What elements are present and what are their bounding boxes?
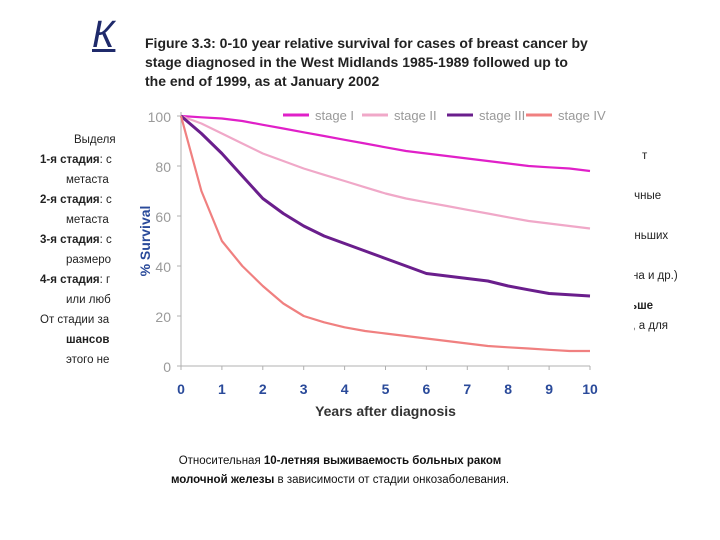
figure-caption: Относительная 10-летняя выживаемость бол… bbox=[150, 452, 530, 490]
body-line-bold: 4-я стадия bbox=[40, 274, 100, 286]
figure-title-line: the end of 1999, as at January 2002 bbox=[145, 73, 380, 89]
body-line: шансов bbox=[66, 330, 109, 350]
body-line: метаста bbox=[66, 170, 109, 190]
figure-panel bbox=[118, 32, 634, 428]
figure-title-line: Figure 3.3: 0-10 year relative survival … bbox=[145, 35, 588, 51]
body-line-text: размеро bbox=[66, 254, 112, 266]
body-line-bold: 2-я стадия bbox=[40, 194, 100, 206]
x-tick-label: 3 bbox=[300, 381, 308, 397]
x-tick-label: 1 bbox=[218, 381, 226, 397]
body-line-text: или люб bbox=[66, 294, 111, 306]
caption-text-2: в зависимости от стадии онкозаболевания. bbox=[274, 474, 510, 486]
body-line: От стадии за bbox=[40, 310, 109, 330]
legend-label: stage II bbox=[394, 108, 437, 123]
x-tick-label: 10 bbox=[582, 381, 598, 397]
slide-title-text: К bbox=[92, 14, 116, 56]
body-fragment: т bbox=[642, 150, 648, 162]
slide-title: К , bbox=[92, 10, 481, 57]
caption-bold-1: 10-летняя выживаемость больных раком bbox=[263, 455, 502, 467]
caption-bold-2: молочной железы bbox=[170, 474, 275, 486]
body-line: 1-я стадия: с bbox=[40, 150, 112, 170]
x-tick-label: 2 bbox=[259, 381, 267, 397]
x-tick-label: 6 bbox=[423, 381, 431, 397]
x-tick-label: 5 bbox=[382, 381, 390, 397]
body-line-bold: шансов bbox=[66, 334, 110, 346]
x-tick-label: 4 bbox=[341, 381, 349, 397]
body-fragment: очные bbox=[628, 190, 662, 202]
y-tick-label: 80 bbox=[155, 159, 171, 175]
figure-title-line: stage diagnosed in the West Midlands 198… bbox=[145, 54, 568, 70]
y-axis-label: % Survival bbox=[137, 206, 153, 277]
body-line-bold: 1-я стадия bbox=[40, 154, 100, 166]
y-tick-label: 60 bbox=[155, 209, 171, 225]
body-line-text: От стадии за bbox=[40, 314, 110, 326]
series-line-stage-II bbox=[180, 114, 591, 230]
body-line-text: : с bbox=[99, 234, 112, 246]
body-line-text: метаста bbox=[66, 174, 109, 186]
series-line-stage-III bbox=[180, 114, 591, 298]
caption-text-1: Относительная bbox=[178, 455, 264, 467]
x-tick-label: 9 bbox=[545, 381, 553, 397]
x-axis-label: Years after diagnosis bbox=[315, 403, 456, 419]
body-line: Выделя bbox=[74, 130, 116, 150]
y-tick-label: 20 bbox=[155, 309, 171, 325]
legend-label: stage III bbox=[479, 108, 525, 123]
figure-title: Figure 3.3: 0-10 year relative survival … bbox=[145, 34, 635, 91]
body-line-text: Выделя bbox=[74, 134, 116, 146]
body-line: 3-я стадия: с bbox=[40, 230, 112, 250]
x-tick-label: 8 bbox=[504, 381, 512, 397]
x-tick-label: 7 bbox=[463, 381, 471, 397]
body-line-bold: 3-я стадия bbox=[40, 234, 100, 246]
y-tick-label: 100 bbox=[148, 109, 172, 125]
body-line-text: этого не bbox=[66, 354, 110, 366]
y-tick-label: 40 bbox=[155, 259, 171, 275]
body-fragment: ьше bbox=[630, 300, 654, 312]
body-line-text: : с bbox=[99, 154, 112, 166]
body-line: 2-я стадия: с bbox=[40, 190, 112, 210]
legend-label: stage IV bbox=[558, 108, 606, 123]
y-tick-label: 0 bbox=[163, 359, 171, 375]
series-line-stage-IV bbox=[179, 115, 590, 353]
body-line-text: : с bbox=[99, 194, 112, 206]
body-line: этого не bbox=[66, 350, 109, 370]
body-fragment: еньших bbox=[628, 230, 669, 242]
body-line: метаста bbox=[66, 210, 109, 230]
body-line: 4-я стадия: г bbox=[40, 270, 110, 290]
body-fragment: на и др.) bbox=[632, 270, 678, 282]
slide-title-tail: , bbox=[470, 10, 482, 52]
body-line: или люб bbox=[66, 290, 111, 310]
body-line-text: : г bbox=[99, 274, 111, 286]
body-line: размеро bbox=[66, 250, 111, 270]
body-line-text: метаста bbox=[66, 214, 109, 226]
legend-label: stage I bbox=[315, 108, 354, 123]
series-line-stage-I bbox=[180, 114, 591, 173]
body-fragment: е, а для bbox=[626, 320, 669, 332]
x-tick-label: 0 bbox=[177, 381, 185, 397]
